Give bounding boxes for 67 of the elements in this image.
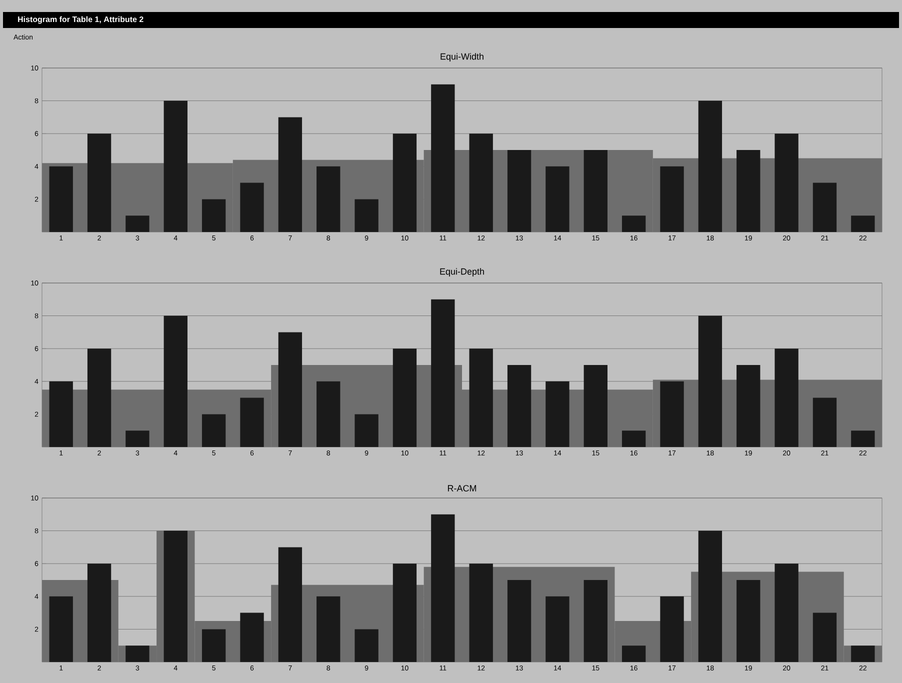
bar [49,381,73,447]
bar [622,430,646,447]
bar [774,348,798,447]
bar [354,414,378,447]
bar [507,580,532,662]
bar [240,182,264,232]
bar [164,316,188,447]
bar [698,100,722,232]
bar [202,629,226,662]
bar [431,299,455,447]
bar [584,365,608,447]
bar [507,150,532,232]
bar [126,216,150,232]
bar [49,596,73,662]
bar [392,348,417,447]
bar [622,216,646,232]
bar [698,530,722,662]
bar [851,430,875,447]
bar [507,365,532,447]
bar [469,134,493,232]
text: Histogram for Table 1, Attribute 2 [18,16,144,24]
bar [660,381,684,447]
chart-title: Equi-Depth [440,268,484,276]
bar [431,84,455,232]
bar [278,117,302,232]
chart-title: R-ACM [448,485,476,492]
bar [546,596,570,662]
bar [240,612,264,662]
bar [660,166,684,232]
bar [354,629,378,662]
bar [164,100,188,232]
bar [202,199,226,232]
bar [202,414,226,447]
bar [736,365,760,447]
bar [584,150,608,232]
bar [316,166,340,232]
bar [546,381,570,447]
bar [622,646,646,662]
bar [736,580,760,662]
bar [469,348,493,447]
bar [698,316,722,447]
bar [584,580,608,662]
bar [240,398,264,447]
bar [87,348,112,447]
bar [660,596,684,662]
bar [851,216,875,232]
bar [126,430,150,447]
bar [812,612,837,662]
bar [812,182,837,232]
chart-title: Equi-Width [440,53,484,62]
bar [774,134,798,232]
bar [316,381,340,447]
bar [774,564,798,662]
bar [87,564,112,662]
bar [812,398,837,447]
bar [87,134,112,232]
bar [392,134,417,232]
bar [736,150,760,232]
bar [278,332,302,447]
bar [431,514,455,662]
bar [316,596,340,662]
bar [354,199,378,232]
bar [469,564,493,662]
bar [546,166,570,232]
bar [278,547,302,662]
bar [49,166,73,232]
bar [392,564,417,662]
